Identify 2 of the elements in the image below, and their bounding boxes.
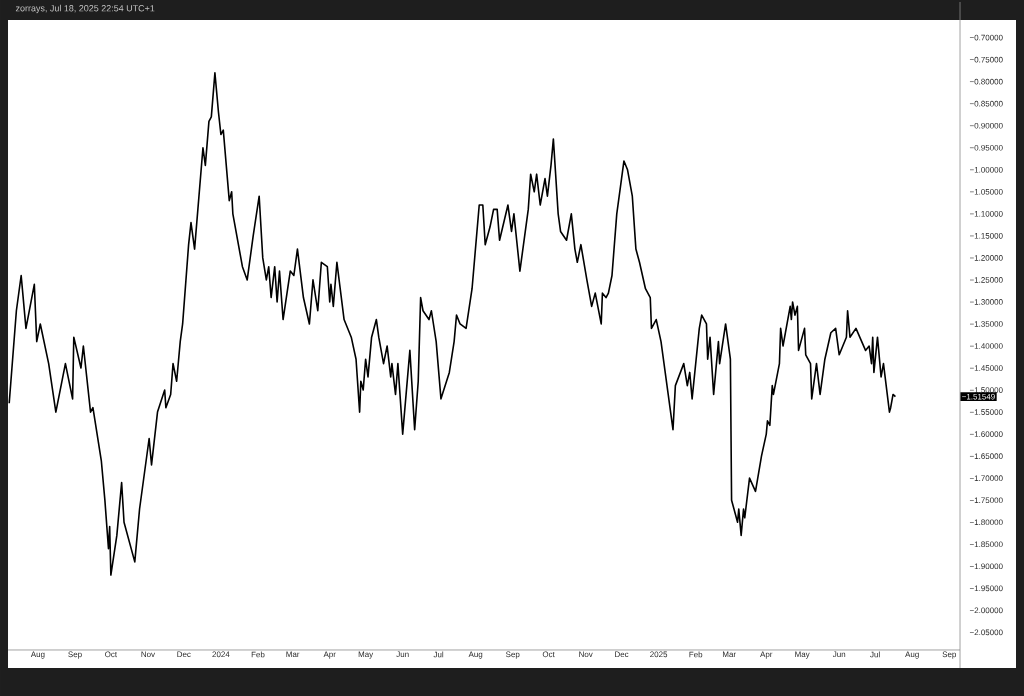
text: zorrays, Jul 18, 2025 22:54 UTC+1: [15, 4, 155, 14]
line-series: [8, 72, 897, 576]
